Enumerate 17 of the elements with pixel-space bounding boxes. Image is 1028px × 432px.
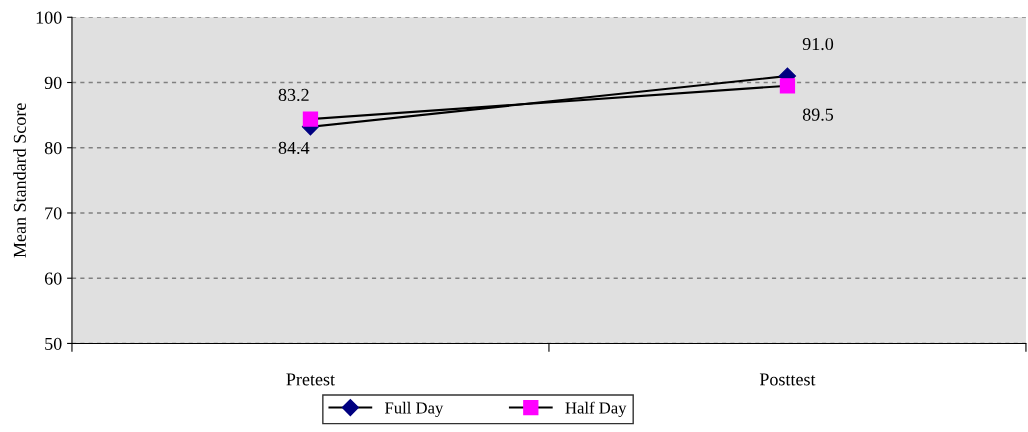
y-tick-label: 50 [45, 337, 62, 350]
point [302, 111, 319, 127]
point [779, 78, 796, 94]
y-axis-title: Mean Standard Score [13, 103, 26, 258]
legend-label: Half Day [565, 401, 627, 417]
data-label: 84.4 [278, 141, 310, 155]
y-tick-label: 80 [44, 142, 62, 155]
legend-label: Full Day [384, 401, 444, 417]
y-tick-label: 60 [44, 272, 62, 285]
x-tick-label: Posttest [759, 373, 816, 386]
y-tick-label: 100 [36, 11, 62, 24]
data-label: 89.5 [802, 108, 834, 121]
data-label: 91.0 [802, 37, 834, 51]
data-label: 83.2 [278, 88, 309, 102]
y-tick-label: 90 [44, 76, 62, 89]
y-tick-label: 70 [45, 207, 62, 220]
x-tick-label: Pretest [286, 373, 335, 386]
